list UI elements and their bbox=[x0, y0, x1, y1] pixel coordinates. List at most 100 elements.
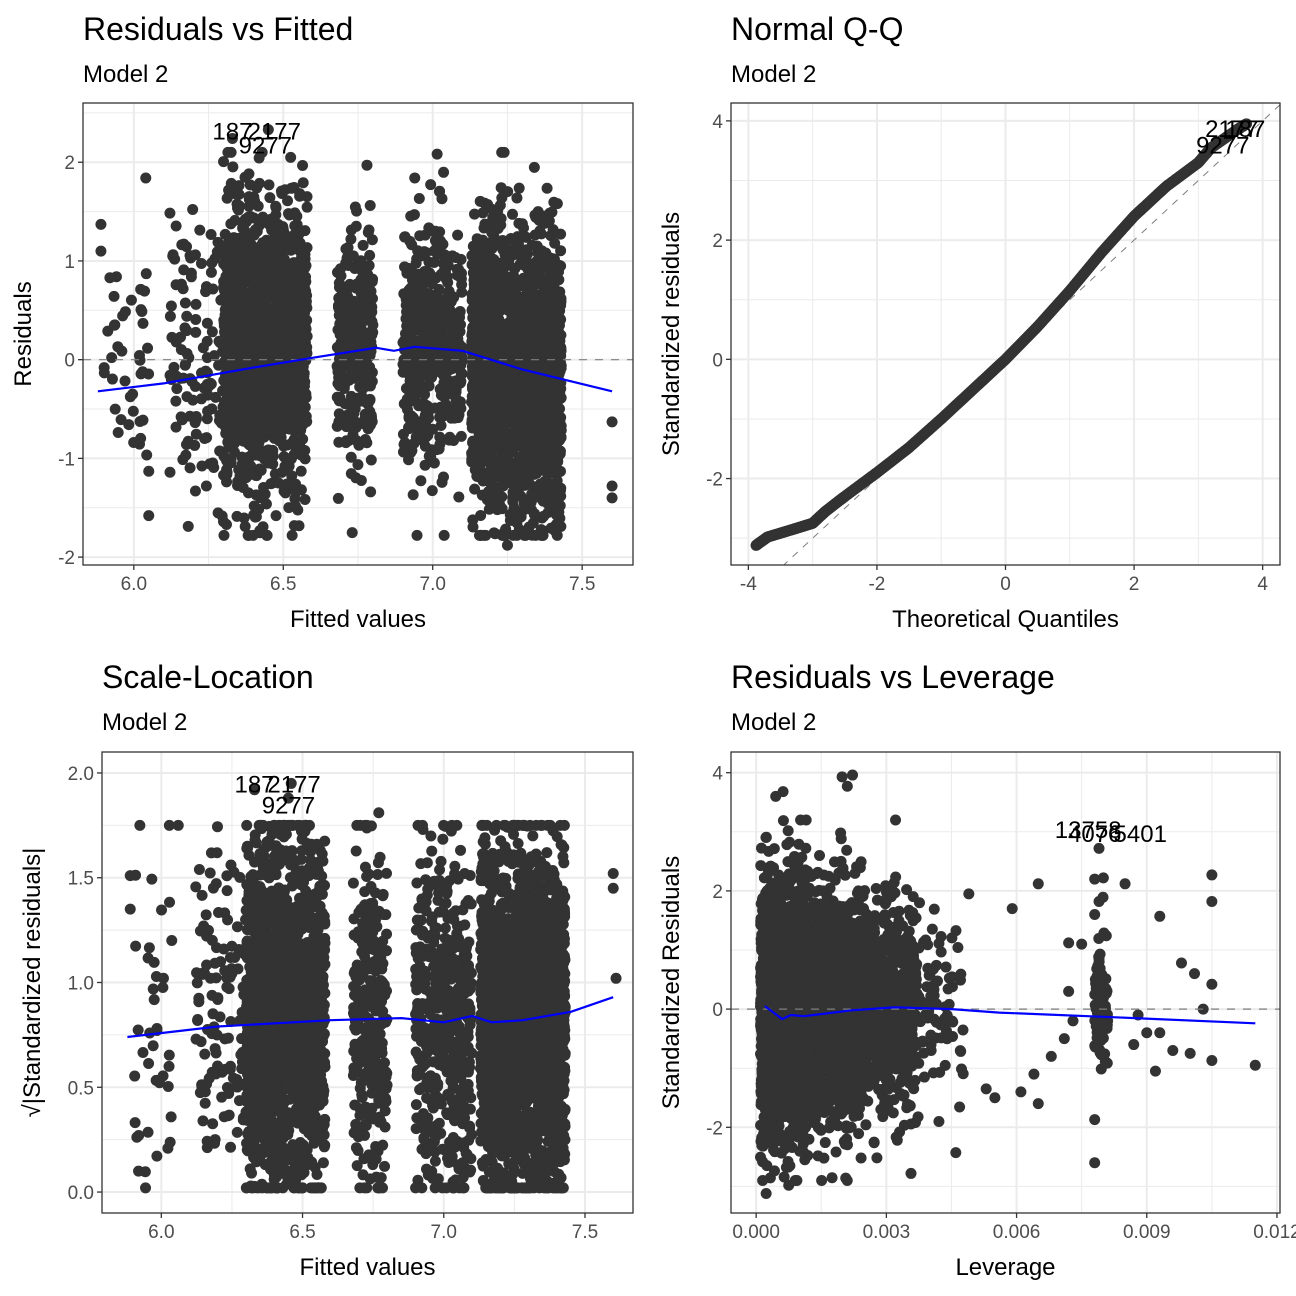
data-point bbox=[453, 338, 465, 350]
data-point bbox=[403, 385, 415, 397]
data-point bbox=[294, 312, 306, 324]
x-tick-label: 7.0 bbox=[420, 574, 446, 595]
data-point bbox=[505, 289, 517, 301]
data-point bbox=[285, 151, 297, 163]
data-point bbox=[180, 438, 192, 450]
data-point bbox=[109, 319, 121, 331]
data-point bbox=[495, 463, 507, 475]
data-point bbox=[135, 304, 147, 316]
data-point bbox=[297, 394, 309, 406]
data-point bbox=[106, 352, 118, 364]
data-point bbox=[554, 365, 566, 377]
data-point bbox=[488, 527, 500, 539]
data-point bbox=[347, 250, 359, 262]
data-point bbox=[301, 201, 313, 213]
data-point bbox=[397, 337, 409, 349]
data-point bbox=[497, 234, 509, 246]
data-point bbox=[279, 184, 291, 196]
data-point bbox=[440, 398, 452, 410]
data-point bbox=[278, 440, 290, 452]
data-point bbox=[167, 249, 179, 261]
data-point bbox=[184, 462, 196, 474]
data-point bbox=[455, 267, 467, 279]
y-tick-label: 2 bbox=[64, 153, 75, 174]
data-point bbox=[218, 529, 230, 541]
data-point bbox=[336, 288, 348, 300]
data-point bbox=[440, 252, 452, 264]
data-point bbox=[549, 401, 561, 413]
data-point bbox=[519, 440, 531, 452]
chart-subtitle: Model 2 bbox=[731, 61, 816, 88]
data-point bbox=[426, 278, 438, 290]
data-point bbox=[547, 414, 559, 426]
data-point bbox=[469, 444, 481, 456]
data-point bbox=[477, 385, 489, 397]
data-point bbox=[434, 310, 446, 322]
data-point bbox=[230, 413, 242, 425]
data-point bbox=[196, 460, 208, 472]
points bbox=[750, 118, 1253, 551]
data-point bbox=[438, 529, 450, 541]
data-point bbox=[301, 341, 313, 353]
data-point bbox=[363, 224, 375, 236]
data-point bbox=[270, 296, 282, 308]
data-point bbox=[351, 205, 363, 217]
data-point bbox=[189, 380, 201, 392]
data-point bbox=[195, 393, 207, 405]
data-point bbox=[294, 420, 306, 432]
data-point bbox=[260, 498, 272, 510]
data-point bbox=[270, 288, 282, 300]
data-point bbox=[181, 325, 193, 337]
data-point bbox=[171, 383, 183, 395]
data-point bbox=[527, 297, 539, 309]
data-point bbox=[243, 322, 255, 334]
data-point bbox=[498, 146, 510, 158]
data-point bbox=[520, 248, 532, 260]
data-point bbox=[300, 271, 312, 283]
data-point bbox=[467, 521, 479, 533]
data-point bbox=[479, 401, 491, 413]
data-point bbox=[250, 263, 262, 275]
data-point bbox=[244, 414, 256, 426]
data-point bbox=[212, 507, 224, 519]
data-point bbox=[412, 339, 424, 351]
data-point bbox=[341, 372, 353, 384]
data-point bbox=[300, 285, 312, 297]
data-point bbox=[411, 529, 423, 541]
data-point bbox=[170, 220, 182, 232]
data-point bbox=[112, 426, 124, 438]
data-point bbox=[525, 497, 537, 509]
data-point bbox=[552, 342, 564, 354]
data-point bbox=[555, 245, 567, 257]
data-point bbox=[102, 325, 114, 337]
data-point bbox=[532, 206, 544, 218]
data-point bbox=[492, 343, 504, 355]
data-point bbox=[331, 391, 343, 403]
data-point bbox=[456, 279, 468, 291]
data-point bbox=[143, 510, 155, 522]
data-point bbox=[551, 529, 563, 541]
data-point bbox=[485, 269, 497, 281]
data-point bbox=[109, 403, 121, 415]
data-point bbox=[534, 444, 546, 456]
data-point bbox=[529, 329, 541, 341]
data-point bbox=[493, 471, 505, 483]
data-point bbox=[189, 417, 201, 429]
data-point bbox=[137, 366, 149, 378]
data-point bbox=[547, 321, 559, 333]
data-point bbox=[477, 454, 489, 466]
data-point bbox=[219, 304, 231, 316]
data-point bbox=[366, 329, 378, 341]
data-point bbox=[277, 375, 289, 387]
data-point bbox=[224, 359, 236, 371]
data-point bbox=[332, 324, 344, 336]
data-point bbox=[143, 465, 155, 477]
y-tick-label: 1 bbox=[64, 252, 75, 273]
data-point bbox=[295, 465, 307, 477]
data-point bbox=[200, 480, 212, 492]
data-point bbox=[426, 485, 438, 497]
data-point bbox=[513, 182, 525, 194]
data-point bbox=[404, 369, 416, 381]
data-point bbox=[506, 208, 518, 220]
